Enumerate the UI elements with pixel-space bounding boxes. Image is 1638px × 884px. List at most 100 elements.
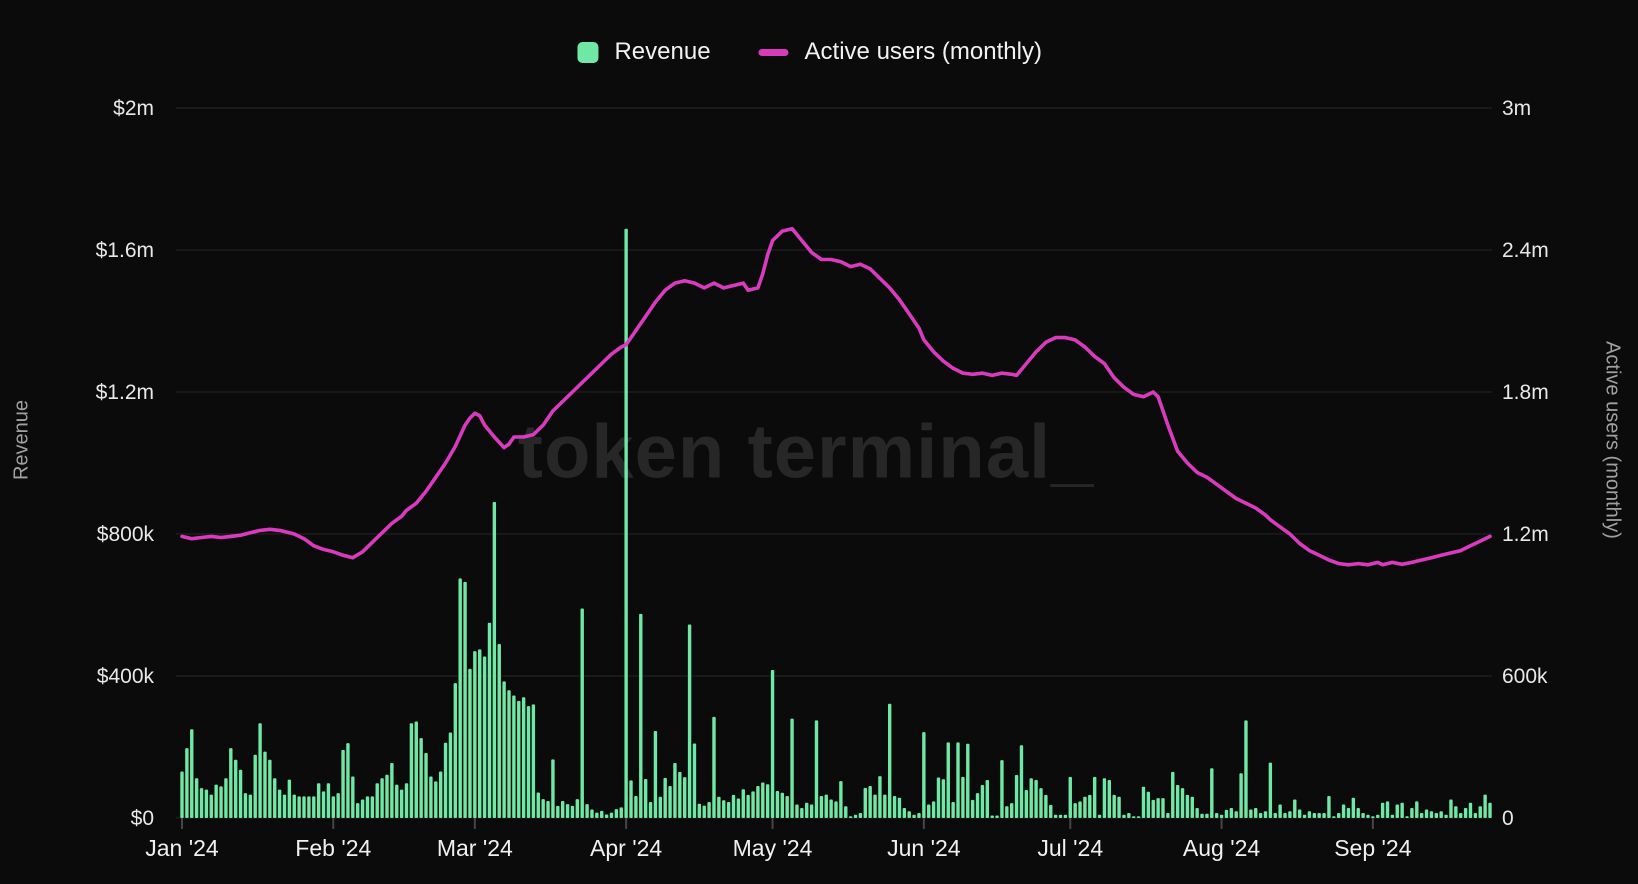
y-axis-tick-label-left: $800k xyxy=(97,523,155,546)
revenue-bar xyxy=(936,777,941,818)
y-axis-tick-label-right: 1.8m xyxy=(1502,381,1549,404)
gridlines xyxy=(176,107,1492,819)
revenue-bar xyxy=(1297,809,1302,818)
revenue-bar xyxy=(482,656,487,819)
revenue-bar xyxy=(312,796,316,819)
revenue-bar xyxy=(668,786,672,818)
revenue-bar xyxy=(1019,745,1024,819)
revenue-bar xyxy=(209,794,213,818)
revenue-bar xyxy=(1210,768,1214,818)
legend: Revenue Active users (monthly) xyxy=(577,38,1042,66)
revenue-bar xyxy=(409,723,414,818)
revenue-bar xyxy=(678,771,682,818)
revenue-bar xyxy=(1200,813,1204,818)
y-axis-tick-label-right: 3m xyxy=(1502,97,1531,120)
revenue-bar xyxy=(956,742,960,818)
revenue-bar xyxy=(1356,808,1360,818)
revenue-bar xyxy=(434,781,438,818)
revenue-bar xyxy=(307,796,311,819)
revenue-bar xyxy=(1180,788,1185,818)
revenue-bar xyxy=(233,759,238,818)
revenue-bar xyxy=(614,809,619,819)
revenue-bar xyxy=(1273,813,1277,818)
revenue-bar xyxy=(517,700,521,818)
revenue-bar xyxy=(800,808,804,818)
revenue-bar xyxy=(907,811,911,818)
revenue-bar xyxy=(1190,796,1194,818)
revenue-bar xyxy=(341,749,345,818)
y-axis-tick-label-right: 0 xyxy=(1502,807,1514,830)
revenue-bar xyxy=(336,793,340,818)
revenue-bar xyxy=(629,780,633,818)
revenue-bars xyxy=(180,228,1492,819)
revenue-bar xyxy=(814,720,819,819)
revenue-bar xyxy=(414,721,418,818)
revenue-bar xyxy=(736,798,741,818)
revenue-bar xyxy=(419,738,423,819)
revenue-bar xyxy=(1488,802,1492,819)
y-axis-tick-label-left: $2m xyxy=(113,97,154,120)
revenue-bar xyxy=(468,668,472,818)
revenue-bar xyxy=(1014,775,1019,818)
revenue-bar xyxy=(546,800,550,818)
revenue-bar xyxy=(765,784,770,818)
legend-label-revenue: Revenue xyxy=(614,38,711,65)
revenue-bar xyxy=(634,795,638,818)
revenue-bar xyxy=(912,814,916,818)
revenue-bar xyxy=(1459,813,1463,818)
revenue-bar xyxy=(1010,803,1014,818)
revenue-bar xyxy=(1258,813,1263,818)
revenue-bar xyxy=(1058,814,1063,818)
revenue-bar xyxy=(790,718,794,818)
revenue-bar xyxy=(1161,798,1165,818)
x-axis-tick-label: Feb '24 xyxy=(295,835,371,861)
revenue-bar xyxy=(1410,808,1414,818)
revenue-bar xyxy=(492,502,497,818)
revenue-bar xyxy=(1127,813,1131,818)
revenue-bar xyxy=(673,762,677,818)
revenue-bar xyxy=(395,784,399,818)
revenue-bar xyxy=(883,794,887,818)
revenue-bar xyxy=(1419,813,1424,818)
x-axis: Jan '24 Feb '24 Mar '24 Apr '24 May '24 Jun '… xyxy=(145,818,1412,861)
revenue-bar xyxy=(648,802,653,818)
revenue-bar xyxy=(390,762,394,818)
y-axis-tick-label-left: $0 xyxy=(131,807,154,830)
revenue-bar xyxy=(946,742,950,818)
legend-item-active-users[interactable]: Active users (monthly) xyxy=(758,38,1042,66)
revenue-bar xyxy=(717,796,721,818)
revenue-bar xyxy=(970,799,975,818)
revenue-bar xyxy=(375,783,379,818)
revenue-bar xyxy=(385,774,389,818)
x-axis-tick-label: Jun '24 xyxy=(887,835,961,861)
revenue-bar xyxy=(238,769,243,818)
y-axis-tick-label-right: 2.4m xyxy=(1502,239,1549,262)
revenue-bar xyxy=(287,779,292,818)
revenue-bar xyxy=(1317,813,1321,818)
x-axis-tick-label: Apr '24 xyxy=(590,835,662,861)
revenue-bar xyxy=(746,794,750,818)
revenue-bar xyxy=(1156,798,1160,818)
revenue-bar xyxy=(1380,802,1385,819)
y-axis-title-right: Active users (monthly) xyxy=(1601,341,1624,539)
revenue-bar xyxy=(1483,794,1487,818)
revenue-bar xyxy=(360,799,365,818)
revenue-bar xyxy=(224,778,228,818)
revenue-bar xyxy=(585,804,589,818)
revenue-bar xyxy=(502,681,506,819)
revenue-bar xyxy=(429,776,433,818)
revenue-bar xyxy=(302,796,306,819)
revenue-bar xyxy=(590,809,594,818)
revenue-bar xyxy=(1000,760,1004,818)
revenue-bar xyxy=(1195,808,1199,818)
x-axis-tick-label: Jan '24 xyxy=(145,835,219,861)
revenue-bar xyxy=(1029,778,1033,818)
revenue-bar xyxy=(1322,813,1326,818)
legend-item-revenue[interactable]: Revenue xyxy=(577,38,711,66)
revenue-bar xyxy=(829,799,833,818)
revenue-bar xyxy=(316,783,321,818)
revenue-bar xyxy=(1107,780,1112,818)
revenue-bar xyxy=(331,796,335,819)
revenue-bar xyxy=(1092,776,1097,818)
